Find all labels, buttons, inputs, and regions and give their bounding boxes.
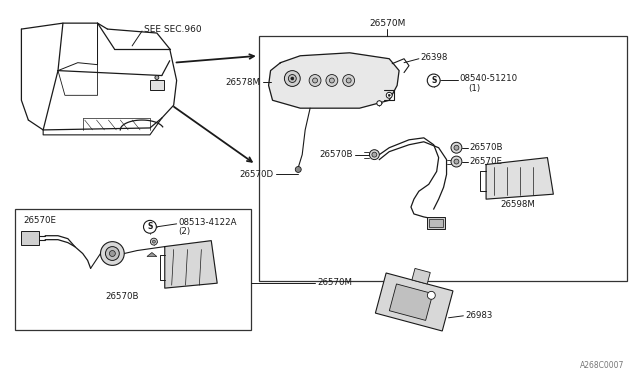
Text: 26983: 26983 xyxy=(465,311,493,320)
Circle shape xyxy=(369,150,380,160)
Bar xyxy=(412,269,430,284)
Circle shape xyxy=(451,156,462,167)
Text: (1): (1) xyxy=(468,84,481,93)
Circle shape xyxy=(326,74,338,86)
Circle shape xyxy=(143,220,156,233)
Polygon shape xyxy=(147,253,157,256)
Text: 26570B: 26570B xyxy=(319,150,353,159)
Circle shape xyxy=(295,167,301,173)
Circle shape xyxy=(309,74,321,86)
Circle shape xyxy=(100,242,124,265)
Circle shape xyxy=(291,77,294,80)
Circle shape xyxy=(428,74,440,87)
Circle shape xyxy=(428,291,435,299)
Circle shape xyxy=(451,142,462,153)
Circle shape xyxy=(454,159,459,164)
Text: 26398: 26398 xyxy=(421,53,448,62)
Bar xyxy=(376,273,453,331)
Polygon shape xyxy=(486,158,554,199)
Text: S: S xyxy=(147,222,152,231)
Text: 26570M: 26570M xyxy=(317,278,352,287)
Bar xyxy=(427,217,445,229)
Text: 26570E: 26570E xyxy=(24,217,56,225)
Text: SEE SEC.960: SEE SEC.960 xyxy=(144,25,202,33)
Circle shape xyxy=(377,101,382,106)
Text: 26570B: 26570B xyxy=(469,143,503,152)
Text: A268C0007: A268C0007 xyxy=(580,361,625,370)
Text: S: S xyxy=(431,76,436,85)
Circle shape xyxy=(150,238,157,245)
Bar xyxy=(15,209,251,330)
Bar xyxy=(150,80,164,90)
Circle shape xyxy=(284,71,300,86)
Circle shape xyxy=(155,76,159,80)
Text: 26598M: 26598M xyxy=(500,199,535,209)
Text: (2): (2) xyxy=(179,227,191,236)
Circle shape xyxy=(454,145,459,150)
Circle shape xyxy=(372,152,377,157)
Circle shape xyxy=(330,78,334,83)
Bar xyxy=(389,284,433,320)
Circle shape xyxy=(387,92,392,98)
Circle shape xyxy=(312,78,317,83)
Text: 26570M: 26570M xyxy=(369,19,405,28)
Circle shape xyxy=(109,251,115,256)
Circle shape xyxy=(106,247,119,260)
Circle shape xyxy=(152,240,156,243)
Circle shape xyxy=(346,78,351,83)
Text: 08540-51210: 08540-51210 xyxy=(460,74,518,83)
Text: 26570B: 26570B xyxy=(106,292,139,301)
Bar xyxy=(429,219,443,227)
Text: 08513-4122A: 08513-4122A xyxy=(179,218,237,227)
Circle shape xyxy=(388,94,390,96)
Circle shape xyxy=(289,74,296,83)
Polygon shape xyxy=(269,53,399,108)
Text: 26578M: 26578M xyxy=(226,78,260,87)
Bar xyxy=(259,36,627,281)
Circle shape xyxy=(343,74,355,86)
Polygon shape xyxy=(164,241,217,288)
Bar xyxy=(21,231,39,245)
Text: 26570E: 26570E xyxy=(469,157,502,166)
Text: 26570D: 26570D xyxy=(239,170,273,179)
